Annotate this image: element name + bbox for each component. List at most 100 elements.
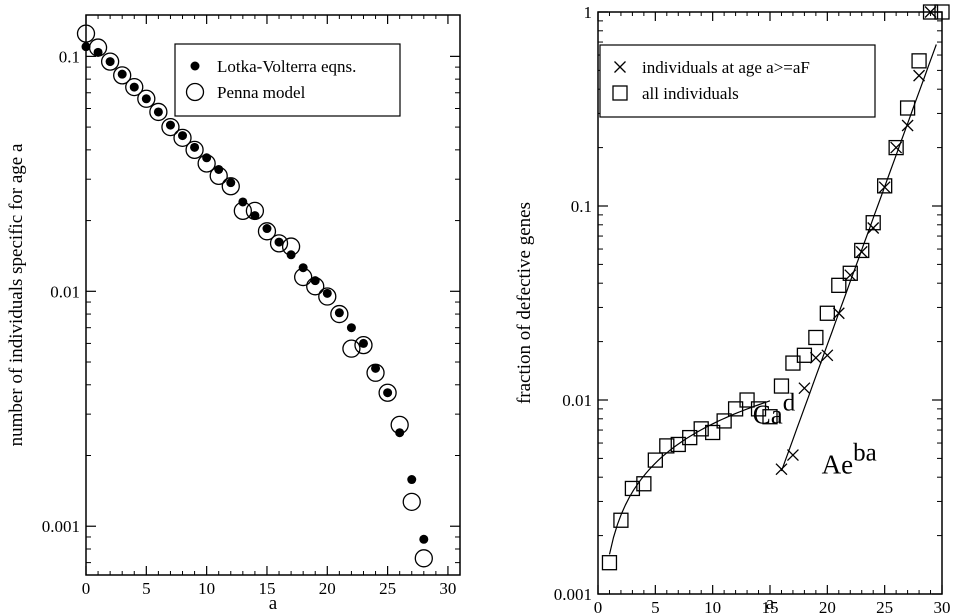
data-point <box>383 388 393 398</box>
legend: individuals at age a>=aF all individuals <box>599 44 876 118</box>
data-point <box>716 413 732 429</box>
data-point <box>855 245 868 258</box>
data-point <box>310 276 320 286</box>
data-point <box>786 449 799 462</box>
data-point <box>911 53 927 69</box>
data-point <box>854 242 870 259</box>
data-point <box>877 178 893 194</box>
y-axis-label: fraction of defective genes <box>514 202 535 404</box>
y-tick-label: 0.001 <box>42 517 80 536</box>
y-tick-label: 0.01 <box>562 391 592 410</box>
data-point <box>831 277 847 293</box>
data-point <box>113 66 132 85</box>
y-axis-label: number of individuals specific for age a <box>6 143 27 446</box>
legend-marker <box>185 82 205 102</box>
annotation-base: Ca <box>753 400 783 430</box>
data-point <box>601 555 618 571</box>
y-tick-label: 1 <box>584 3 593 22</box>
data-point <box>867 222 880 234</box>
data-point <box>257 222 277 241</box>
legend-marker <box>190 61 200 71</box>
plot-frame <box>85 14 461 576</box>
data-point <box>100 52 120 71</box>
data-point <box>762 409 778 425</box>
x-tick-label: 30 <box>934 598 951 613</box>
data-point <box>81 42 91 52</box>
data-point <box>129 82 139 92</box>
annotation-sup: d <box>783 390 796 417</box>
data-point <box>844 269 857 282</box>
data-point <box>165 120 175 130</box>
x-tick-label: 0 <box>594 598 603 613</box>
data-point <box>358 338 368 348</box>
data-point <box>647 452 663 468</box>
data-point <box>693 421 709 437</box>
data-point <box>190 142 200 152</box>
y-tick-label: 0.001 <box>554 585 592 604</box>
data-point <box>775 463 788 476</box>
data-point <box>395 428 405 438</box>
x-tick-label: 20 <box>819 598 836 613</box>
data-point <box>899 100 916 116</box>
data-point <box>262 224 272 234</box>
data-point <box>739 392 755 408</box>
series-1 <box>775 6 937 476</box>
data-point <box>821 349 834 362</box>
data-point <box>750 401 767 417</box>
data-point <box>819 305 835 321</box>
data-point <box>659 438 675 454</box>
data-point <box>407 475 417 485</box>
chart-panel-2: 0 5 10 15 20 25 30 0.001 0.01 0.1 1 a fraction of de… <box>514 3 951 613</box>
x-tick-label: 25 <box>379 579 396 598</box>
data-point <box>93 47 103 57</box>
x-tick-label: 10 <box>704 598 721 613</box>
data-point <box>76 24 96 43</box>
x-tick-label: 10 <box>198 579 215 598</box>
data-point <box>865 215 881 231</box>
data-point <box>354 335 373 355</box>
data-point <box>161 117 180 137</box>
data-point <box>414 549 433 568</box>
x-axis-label: a <box>766 593 775 613</box>
data-point <box>153 107 163 117</box>
data-point <box>890 141 903 154</box>
x-tick-label: 25 <box>876 598 893 613</box>
data-point <box>149 102 168 122</box>
data-point <box>269 234 289 253</box>
fit-curve <box>608 400 771 555</box>
data-point <box>796 347 813 363</box>
data-point <box>330 304 349 324</box>
data-point <box>117 69 127 79</box>
chart-panel-1: 0 5 10 15 20 25 30 0.001 0.01 0.1 a number of indiv… <box>6 14 461 613</box>
data-point <box>214 164 224 174</box>
annotation-label: Aeba <box>822 440 877 480</box>
x-tick-label: 15 <box>258 579 275 598</box>
data-point <box>682 429 698 446</box>
legend-marker <box>614 61 626 73</box>
data-point <box>924 6 937 18</box>
legend-label: Lotka-Volterra eqns. <box>217 57 356 76</box>
data-point <box>346 323 356 333</box>
data-point <box>809 351 822 364</box>
x-tick-label: 0 <box>82 579 91 598</box>
data-point <box>773 378 790 394</box>
legend-box <box>174 43 401 117</box>
data-point <box>105 57 115 67</box>
data-point <box>808 329 824 346</box>
data-point <box>178 131 188 141</box>
data-point <box>334 308 344 318</box>
data-point <box>922 4 939 20</box>
data-point <box>226 178 236 188</box>
data-point <box>238 197 248 207</box>
legend-marker <box>612 85 628 101</box>
data-point <box>419 534 429 544</box>
x-axis-label: a <box>269 593 278 613</box>
x-tick-label: 30 <box>439 579 456 598</box>
data-point <box>185 140 204 160</box>
data-point <box>934 4 950 20</box>
data-point <box>901 119 914 132</box>
data-point <box>705 424 721 441</box>
data-point <box>318 287 337 306</box>
series-2 <box>601 4 950 571</box>
